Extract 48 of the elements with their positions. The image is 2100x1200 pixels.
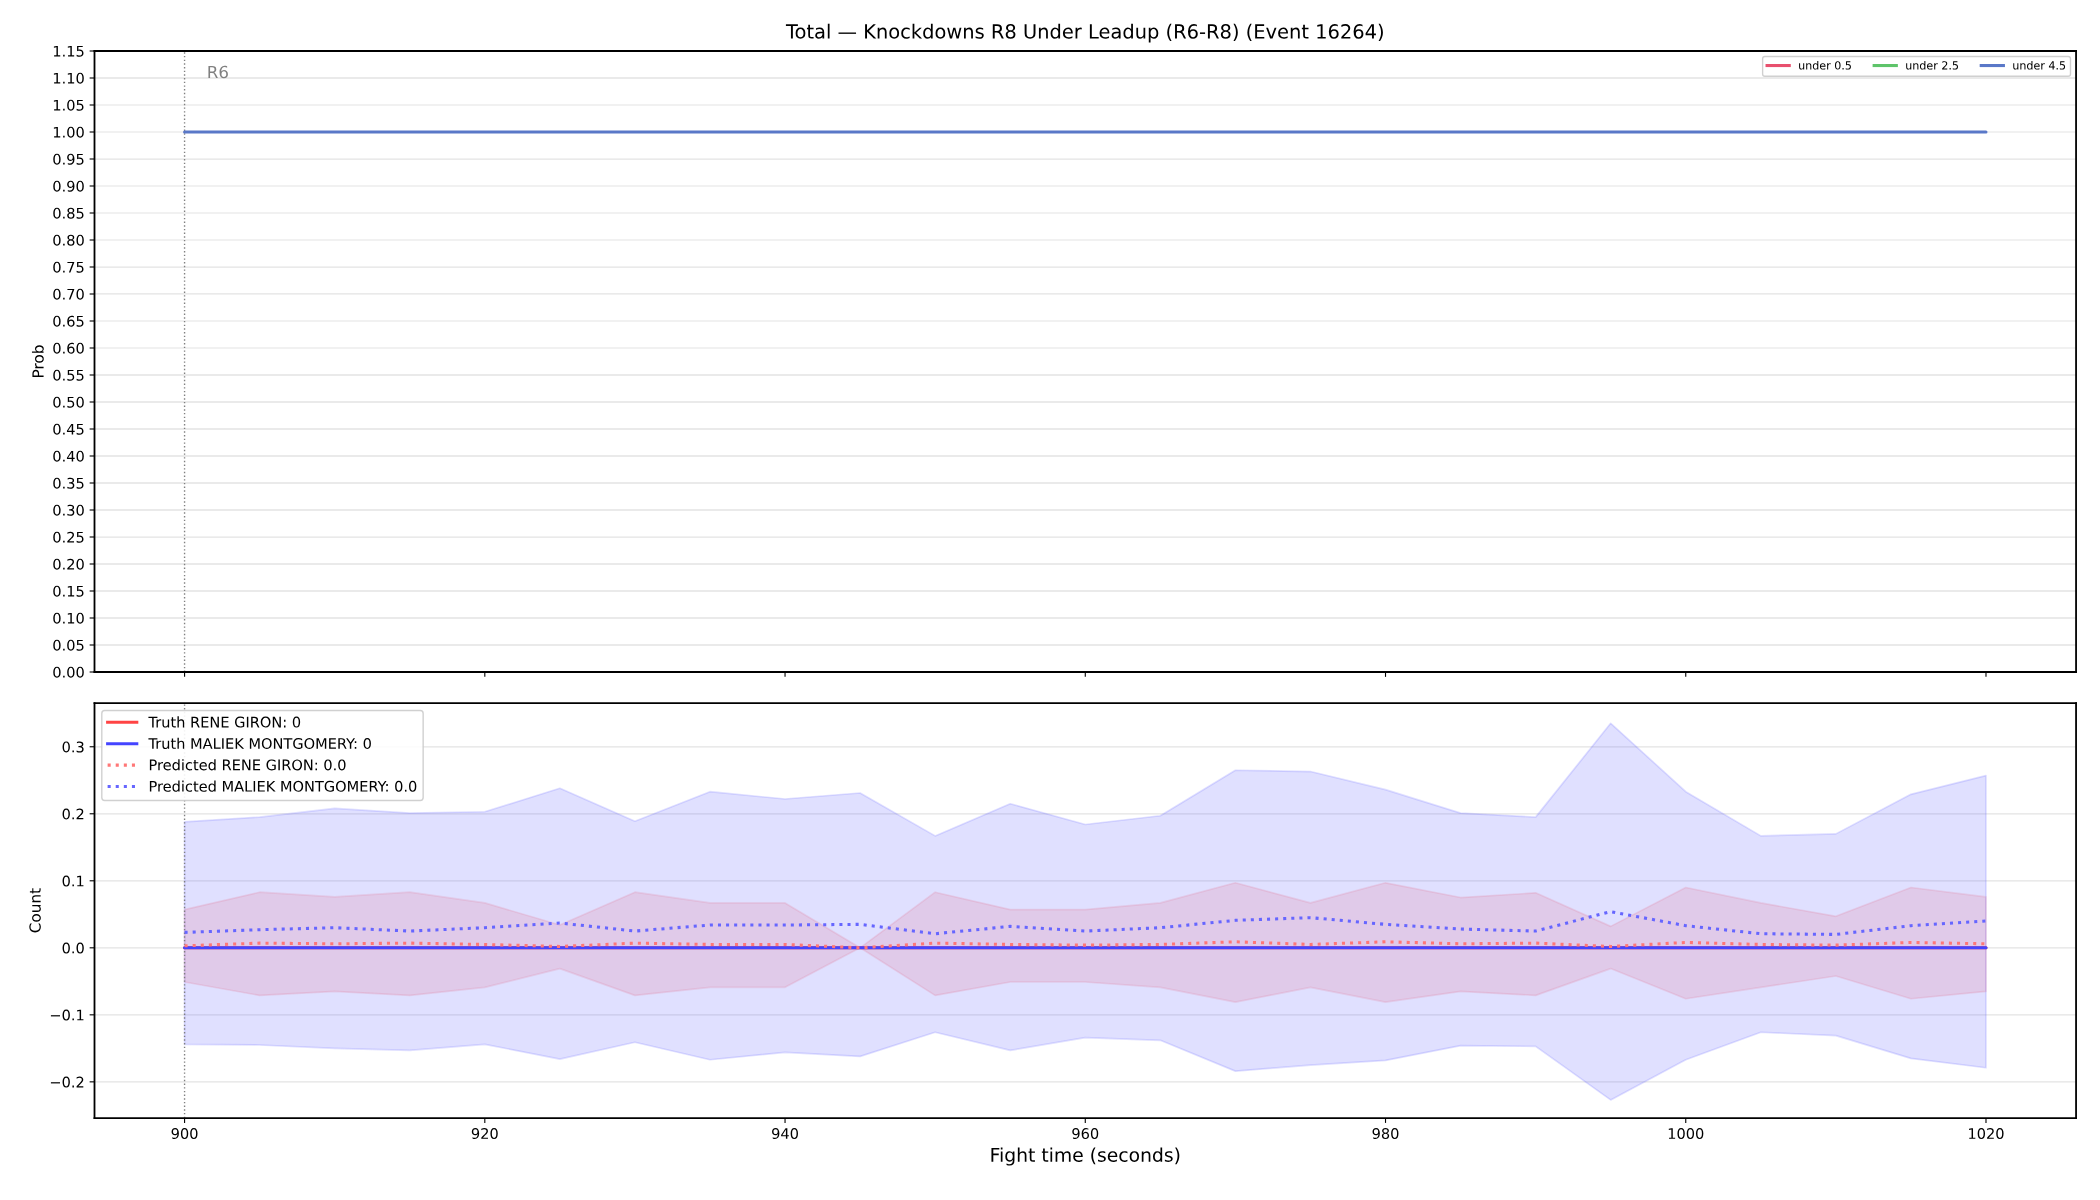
y-axis-title: Count: [29, 888, 41, 933]
x-tick-label: 940: [772, 1128, 798, 1140]
ref-line-label: R6: [208, 65, 228, 79]
y-axis-title: Prob: [31, 345, 44, 377]
y-tick-label: 1.00: [53, 126, 84, 138]
y-tick-label: 0.00: [53, 666, 84, 678]
y-tick-label: 0.50: [53, 396, 84, 408]
y-tick-label: 0.95: [53, 153, 84, 165]
x-tick-label: 960: [1072, 1128, 1099, 1140]
y-tick-label: −0.1: [50, 1009, 84, 1021]
legend-label: Predicted RENE GIRON: 0.0: [149, 759, 346, 771]
y-tick-label: 1.15: [53, 45, 84, 57]
y-tick-label: 0.25: [53, 531, 84, 543]
y-tick-label: 0.65: [53, 315, 84, 327]
y-tick-label: −0.2: [50, 1076, 84, 1088]
legend-label: Truth MALIEK MONTGOMERY: 0: [148, 737, 371, 750]
x-axis-title: Fight time (seconds): [991, 1147, 1180, 1166]
y-tick-label: 0.45: [53, 423, 84, 435]
y-tick-label: 0.2: [62, 808, 84, 820]
y-tick-label: 0.35: [53, 477, 84, 489]
y-tick-label: 0.20: [53, 558, 84, 570]
y-tick-label: 0.70: [53, 288, 84, 300]
y-tick-label: 0.80: [53, 234, 84, 246]
y-tick-label: 0.0: [62, 942, 84, 954]
y-tick-label: 0.05: [53, 639, 84, 651]
y-tick-label: 0.90: [53, 180, 84, 192]
x-tick-label: 1000: [1668, 1128, 1704, 1140]
y-tick-label: 0.85: [53, 207, 84, 219]
y-tick-label: 0.55: [53, 369, 84, 381]
x-tick-label: 920: [471, 1128, 498, 1140]
legend-label: under 4.5: [2013, 61, 2066, 70]
y-tick-label: 0.75: [53, 261, 84, 273]
y-tick-label: 0.40: [53, 450, 84, 462]
x-tick-label: 1020: [1969, 1128, 2004, 1140]
legend-label: under 2.5: [1906, 61, 1959, 70]
x-tick-label: 900: [171, 1128, 198, 1140]
y-tick-label: 0.60: [53, 342, 84, 354]
y-tick-label: 0.30: [53, 504, 84, 516]
legend-label: Predicted MALIEK MONTGOMERY: 0.0: [149, 780, 417, 792]
chart-title: Total — Knockdowns R8 Under Leadup (R6-R8) (Event 16264): [785, 23, 1383, 43]
y-tick-label: 1.10: [53, 72, 84, 84]
y-tick-label: 0.1: [62, 875, 84, 887]
y-tick-label: 0.3: [62, 741, 84, 753]
legend-label: under 0.5: [1799, 61, 1851, 70]
x-tick-label: 980: [1372, 1128, 1399, 1140]
y-tick-label: 1.05: [53, 99, 84, 111]
y-tick-label: 0.10: [53, 612, 84, 624]
y-tick-label: 0.15: [53, 585, 84, 597]
